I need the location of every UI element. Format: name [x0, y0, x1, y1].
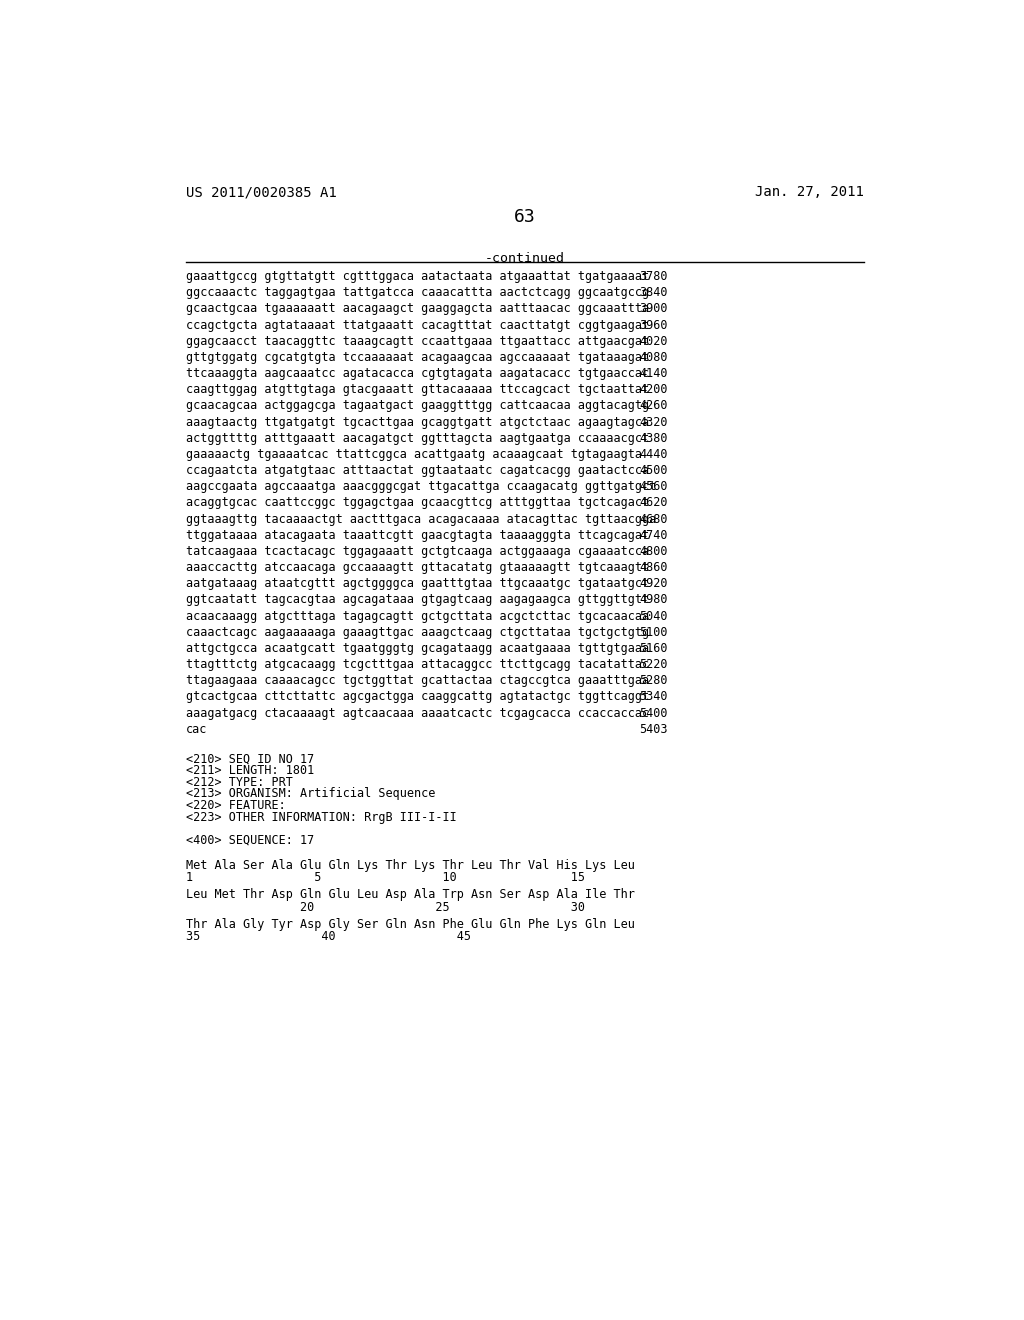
- Text: ccagaatcta atgatgtaac atttaactat ggtaataatc cagatcacgg gaatactcca: ccagaatcta atgatgtaac atttaactat ggtaata…: [186, 465, 649, 477]
- Text: <210> SEQ ID NO 17: <210> SEQ ID NO 17: [186, 752, 314, 766]
- Text: aaagtaactg ttgatgatgt tgcacttgaa gcaggtgatt atgctctaac agaagtagca: aaagtaactg ttgatgatgt tgcacttgaa gcaggtg…: [186, 416, 649, 429]
- Text: 4080: 4080: [640, 351, 668, 364]
- Text: gtcactgcaa cttcttattc agcgactgga caaggcattg agtatactgc tggttcaggt: gtcactgcaa cttcttattc agcgactgga caaggca…: [186, 690, 649, 704]
- Text: 4140: 4140: [640, 367, 668, 380]
- Text: ttcaaaggta aagcaaatcc agatacacca cgtgtagata aagatacacc tgtgaaccac: ttcaaaggta aagcaaatcc agatacacca cgtgtag…: [186, 367, 649, 380]
- Text: 4380: 4380: [640, 432, 668, 445]
- Text: <400> SEQUENCE: 17: <400> SEQUENCE: 17: [186, 834, 314, 846]
- Text: cac: cac: [186, 723, 208, 735]
- Text: actggttttg atttgaaatt aacagatgct ggtttagcta aagtgaatga ccaaaacgct: actggttttg atttgaaatt aacagatgct ggtttag…: [186, 432, 649, 445]
- Text: caaactcagc aagaaaaaga gaaagttgac aaagctcaag ctgcttataa tgctgctgtg: caaactcagc aagaaaaaga gaaagttgac aaagctc…: [186, 626, 649, 639]
- Text: 3780: 3780: [640, 271, 668, 282]
- Text: ggtcaatatt tagcacgtaa agcagataaa gtgagtcaag aagagaagca gttggttgtt: ggtcaatatt tagcacgtaa agcagataaa gtgagtc…: [186, 594, 649, 606]
- Text: acaacaaagg atgctttaga tagagcagtt gctgcttata acgctcttac tgcacaacaa: acaacaaagg atgctttaga tagagcagtt gctgctt…: [186, 610, 649, 623]
- Text: 4440: 4440: [640, 447, 668, 461]
- Text: 5040: 5040: [640, 610, 668, 623]
- Text: Met Ala Ser Ala Glu Gln Lys Thr Lys Thr Leu Thr Val His Lys Leu: Met Ala Ser Ala Glu Gln Lys Thr Lys Thr …: [186, 859, 635, 873]
- Text: 4020: 4020: [640, 335, 668, 347]
- Text: gaaattgccg gtgttatgtt cgtttggaca aatactaata atgaaattat tgatgaaaat: gaaattgccg gtgttatgtt cgtttggaca aatacta…: [186, 271, 649, 282]
- Text: 5340: 5340: [640, 690, 668, 704]
- Text: ttggataaaa atacagaata taaattcgtt gaacgtagta taaaagggta ttcagcagat: ttggataaaa atacagaata taaattcgtt gaacgta…: [186, 529, 649, 541]
- Text: 5100: 5100: [640, 626, 668, 639]
- Text: US 2011/0020385 A1: US 2011/0020385 A1: [186, 185, 337, 199]
- Text: 4980: 4980: [640, 594, 668, 606]
- Text: <212> TYPE: PRT: <212> TYPE: PRT: [186, 776, 293, 789]
- Text: gttgtggatg cgcatgtgta tccaaaaaat acagaagcaa agccaaaaat tgataaagat: gttgtggatg cgcatgtgta tccaaaaaat acagaag…: [186, 351, 649, 364]
- Text: Leu Met Thr Asp Gln Glu Leu Asp Ala Trp Asn Ser Asp Ala Ile Thr: Leu Met Thr Asp Gln Glu Leu Asp Ala Trp …: [186, 888, 635, 902]
- Text: Thr Ala Gly Tyr Asp Gly Ser Gln Asn Phe Glu Gln Phe Lys Gln Leu: Thr Ala Gly Tyr Asp Gly Ser Gln Asn Phe …: [186, 917, 635, 931]
- Text: 5280: 5280: [640, 675, 668, 688]
- Text: 20                 25                 30: 20 25 30: [186, 900, 585, 913]
- Text: 4560: 4560: [640, 480, 668, 494]
- Text: <223> OTHER INFORMATION: RrgB III-I-II: <223> OTHER INFORMATION: RrgB III-I-II: [186, 810, 457, 824]
- Text: acaggtgcac caattccggc tggagctgaa gcaacgttcg atttggttaa tgctcagact: acaggtgcac caattccggc tggagctgaa gcaacgt…: [186, 496, 649, 510]
- Text: 5403: 5403: [640, 723, 668, 735]
- Text: aaagatgacg ctacaaaagt agtcaacaaa aaaatcactc tcgagcacca ccaccaccac: aaagatgacg ctacaaaagt agtcaacaaa aaaatca…: [186, 706, 649, 719]
- Text: 4800: 4800: [640, 545, 668, 558]
- Text: 1                 5                 10                15: 1 5 10 15: [186, 871, 585, 884]
- Text: aaaccacttg atccaacaga gccaaaagtt gttacatatg gtaaaaagtt tgtcaaagtt: aaaccacttg atccaacaga gccaaaagtt gttacat…: [186, 561, 649, 574]
- Text: <211> LENGTH: 1801: <211> LENGTH: 1801: [186, 764, 314, 777]
- Text: gcaacagcaa actggagcga tagaatgact gaaggtttgg cattcaacaa aggtacagtg: gcaacagcaa actggagcga tagaatgact gaaggtt…: [186, 400, 649, 412]
- Text: 5160: 5160: [640, 642, 668, 655]
- Text: 3900: 3900: [640, 302, 668, 315]
- Text: 4500: 4500: [640, 465, 668, 477]
- Text: 5220: 5220: [640, 659, 668, 671]
- Text: 4320: 4320: [640, 416, 668, 429]
- Text: gcaactgcaa tgaaaaaatt aacagaagct gaaggagcta aatttaacac ggcaaattta: gcaactgcaa tgaaaaaatt aacagaagct gaaggag…: [186, 302, 649, 315]
- Text: 4740: 4740: [640, 529, 668, 541]
- Text: 4860: 4860: [640, 561, 668, 574]
- Text: gaaaaactg tgaaaatcac ttattcggca acattgaatg acaaagcaat tgtagaagta: gaaaaactg tgaaaatcac ttattcggca acattgaa…: [186, 447, 642, 461]
- Text: 4920: 4920: [640, 577, 668, 590]
- Text: ggccaaactc taggagtgaa tattgatcca caaacattta aactctcagg ggcaatgccg: ggccaaactc taggagtgaa tattgatcca caaacat…: [186, 286, 649, 300]
- Text: attgctgcca acaatgcatt tgaatgggtg gcagataagg acaatgaaaa tgttgtgaaa: attgctgcca acaatgcatt tgaatgggtg gcagata…: [186, 642, 649, 655]
- Text: caagttggag atgttgtaga gtacgaaatt gttacaaaaa ttccagcact tgctaattat: caagttggag atgttgtaga gtacgaaatt gttacaa…: [186, 383, 649, 396]
- Text: tatcaagaaa tcactacagc tggagaaatt gctgtcaaga actggaaaga cgaaaatcca: tatcaagaaa tcactacagc tggagaaatt gctgtca…: [186, 545, 649, 558]
- Text: 3960: 3960: [640, 318, 668, 331]
- Text: <220> FEATURE:: <220> FEATURE:: [186, 799, 286, 812]
- Text: ttagaagaaa caaaacagcc tgctggttat gcattactaa ctagccgtca gaaatttgaa: ttagaagaaa caaaacagcc tgctggttat gcattac…: [186, 675, 649, 688]
- Text: 4260: 4260: [640, 400, 668, 412]
- Text: 4200: 4200: [640, 383, 668, 396]
- Text: aatgataaag ataatcgttt agctggggca gaatttgtaa ttgcaaatgc tgataatgct: aatgataaag ataatcgttt agctggggca gaatttg…: [186, 577, 649, 590]
- Text: 4620: 4620: [640, 496, 668, 510]
- Text: 63: 63: [514, 209, 536, 227]
- Text: 35                 40                 45: 35 40 45: [186, 929, 471, 942]
- Text: Jan. 27, 2011: Jan. 27, 2011: [756, 185, 864, 199]
- Text: 5400: 5400: [640, 706, 668, 719]
- Text: 3840: 3840: [640, 286, 668, 300]
- Text: ttagtttctg atgcacaagg tcgctttgaa attacaggcc ttcttgcagg tacatattac: ttagtttctg atgcacaagg tcgctttgaa attacag…: [186, 659, 649, 671]
- Text: ggagcaacct taacaggttc taaagcagtt ccaattgaaa ttgaattacc attgaacgat: ggagcaacct taacaggttc taaagcagtt ccaattg…: [186, 335, 649, 347]
- Text: <213> ORGANISM: Artificial Sequence: <213> ORGANISM: Artificial Sequence: [186, 788, 435, 800]
- Text: aagccgaata agccaaatga aaacgggcgat ttgacattga ccaagacatg ggttgatgct: aagccgaata agccaaatga aaacgggcgat ttgaca…: [186, 480, 656, 494]
- Text: ccagctgcta agtataaaat ttatgaaatt cacagtttat caacttatgt cggtgaagat: ccagctgcta agtataaaat ttatgaaatt cacagtt…: [186, 318, 649, 331]
- Text: -continued: -continued: [484, 252, 565, 265]
- Text: ggtaaagttg tacaaaactgt aactttgaca acagacaaaa atacagttac tgttaacgga: ggtaaagttg tacaaaactgt aactttgaca acagac…: [186, 512, 656, 525]
- Text: 4680: 4680: [640, 512, 668, 525]
